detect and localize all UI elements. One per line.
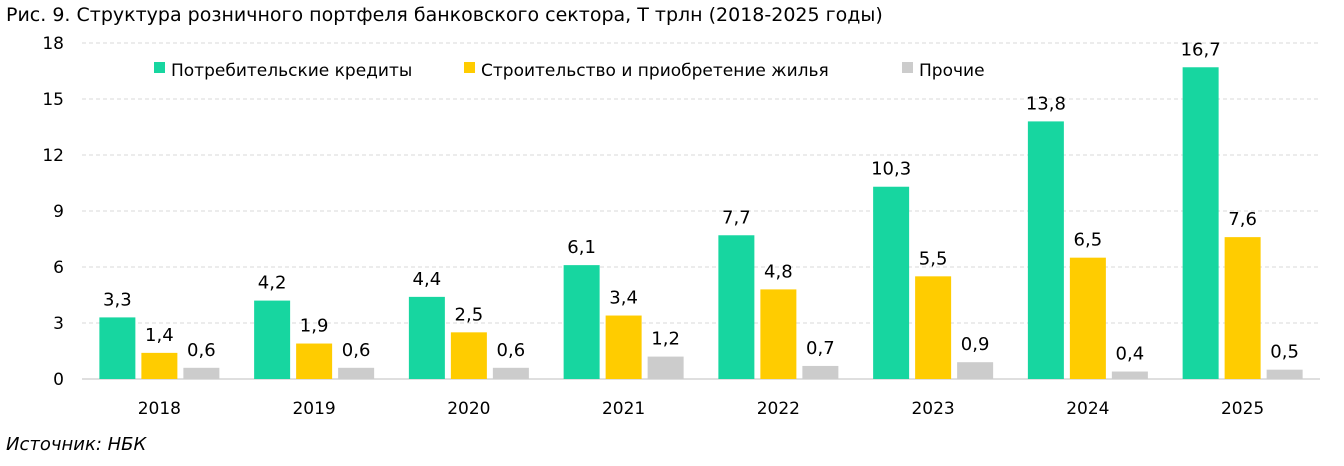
- y-tick-label: 3: [53, 314, 64, 334]
- data-label: 13,8: [1026, 93, 1066, 114]
- bar: [296, 343, 333, 379]
- data-label: 0,7: [806, 338, 835, 359]
- y-tick-label: 9: [53, 202, 64, 222]
- bar: [915, 276, 952, 379]
- x-tick-label: 2018: [138, 399, 181, 419]
- bar: [873, 186, 910, 379]
- data-label: 0,5: [1270, 342, 1299, 363]
- x-tick-label: 2020: [447, 399, 490, 419]
- data-label: 0,6: [187, 340, 216, 361]
- x-tick-label: 2025: [1221, 399, 1264, 419]
- x-tick-label: 2024: [1066, 399, 1109, 419]
- x-tick-label: 2021: [602, 399, 645, 419]
- bar: [1027, 121, 1064, 380]
- data-label: 0,9: [961, 334, 990, 355]
- bar: [802, 365, 839, 379]
- data-label: 16,7: [1181, 39, 1221, 60]
- legend-swatch: [154, 62, 165, 73]
- data-label: 10,3: [871, 159, 911, 180]
- data-label: 0,6: [497, 340, 526, 361]
- bar: [183, 367, 220, 379]
- data-label: 0,4: [1116, 344, 1145, 365]
- bar: [1069, 257, 1106, 379]
- data-label: 1,2: [651, 329, 680, 350]
- data-label: 7,6: [1228, 209, 1257, 230]
- legend-entry: Строительство и приобретение жилья: [481, 61, 829, 81]
- legend-swatch: [902, 62, 913, 73]
- x-tick-label: 2019: [292, 399, 335, 419]
- data-label: 6,5: [1074, 230, 1103, 251]
- bar: [492, 367, 529, 379]
- y-tick-label: 12: [42, 146, 64, 166]
- y-tick-label: 6: [53, 258, 64, 278]
- data-label: 4,2: [258, 273, 287, 294]
- bar: [1182, 67, 1219, 380]
- source-note: Источник: НБК: [6, 434, 147, 455]
- bar: [647, 356, 684, 379]
- x-tick-label: 2023: [911, 399, 954, 419]
- data-label: 7,7: [722, 207, 751, 228]
- bar: [605, 315, 642, 379]
- data-label: 4,4: [413, 269, 442, 290]
- bar: [338, 367, 375, 379]
- data-label: 0,6: [342, 340, 371, 361]
- bar: [1224, 237, 1261, 379]
- bar: [99, 317, 136, 379]
- bar: [408, 296, 445, 379]
- data-label: 5,5: [919, 248, 948, 269]
- bar: [141, 352, 178, 379]
- data-label: 3,4: [609, 288, 638, 309]
- data-label: 6,1: [567, 237, 596, 258]
- y-tick-label: 18: [42, 34, 64, 54]
- legend-swatch: [464, 62, 475, 73]
- legend-entry: Прочие: [919, 61, 985, 81]
- bar: [760, 289, 797, 379]
- bar-chart: 0 3 6 9 12 15 18 3,3 1,4 0,6 2018 4,2 1,9 0,6 2019 4,4 2…: [42, 34, 1320, 419]
- data-label: 2,5: [455, 304, 484, 325]
- x-tick-label: 2022: [757, 399, 800, 419]
- legend-entry: Потребительские кредиты: [171, 61, 412, 81]
- bar: [254, 300, 291, 379]
- bar: [957, 362, 994, 379]
- data-label: 3,3: [103, 289, 132, 310]
- bar: [450, 332, 487, 379]
- data-label: 1,9: [300, 316, 329, 337]
- bar: [563, 265, 600, 379]
- chart-title: Рис. 9. Структура розничного портфеля ба…: [6, 4, 883, 26]
- bar: [718, 235, 755, 379]
- data-label: 1,4: [145, 325, 174, 346]
- y-tick-label: 15: [42, 90, 64, 110]
- bar: [1111, 371, 1148, 379]
- y-tick-label: 0: [53, 370, 64, 390]
- bar: [1266, 369, 1303, 379]
- data-label: 4,8: [764, 261, 793, 282]
